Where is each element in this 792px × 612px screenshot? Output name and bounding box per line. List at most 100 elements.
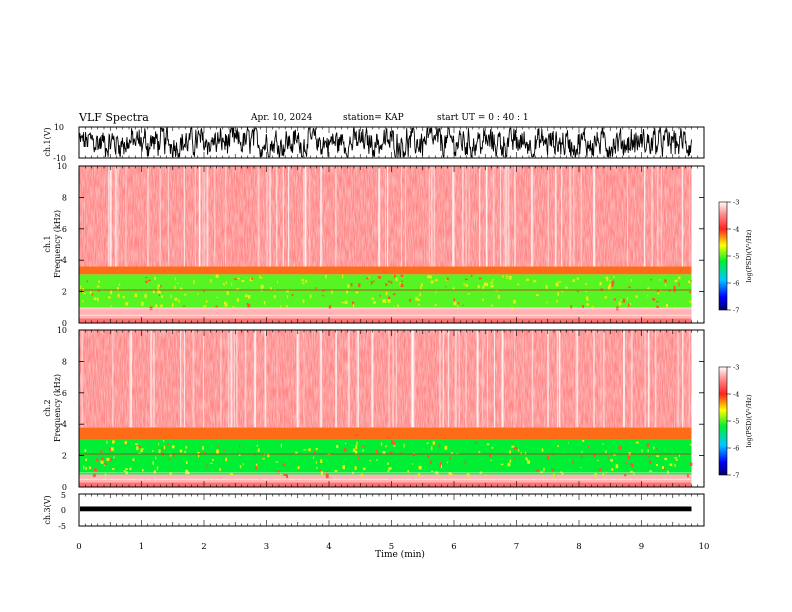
spectral-fleck — [161, 446, 163, 451]
spectral-streak — [152, 330, 155, 428]
spectral-fleck — [358, 283, 361, 288]
spectral-streak — [114, 166, 117, 267]
spectral-streak — [400, 166, 402, 267]
spectral-fleck — [688, 280, 691, 284]
spectral-fleck — [656, 455, 659, 457]
date-label: Apr. 10, 2024 — [251, 113, 313, 123]
spectral-fleck — [641, 449, 643, 453]
spectral-fleck — [153, 470, 156, 474]
spectral-fleck — [251, 278, 254, 280]
spectral-fleck — [394, 274, 396, 278]
spectral-fleck — [341, 302, 345, 304]
spectral-fleck — [100, 460, 104, 464]
spectral-streak — [576, 330, 579, 428]
spectral-fleck — [263, 301, 266, 305]
spectral-fleck — [611, 468, 614, 471]
spectral-fleck — [452, 287, 455, 290]
spectral-fleck — [369, 460, 372, 462]
spectral-fleck — [657, 291, 659, 295]
spectral-fleck — [118, 283, 121, 286]
spectral-fleck — [393, 306, 396, 309]
spectral-fleck — [616, 306, 619, 311]
spectral-fleck — [302, 299, 305, 304]
spectral-streak — [214, 166, 216, 267]
spectral-fleck — [186, 461, 188, 464]
spectral-fleck — [361, 445, 365, 447]
spectral-fleck — [605, 450, 607, 453]
spectral-fleck — [322, 289, 325, 292]
spectral-fleck — [236, 288, 240, 290]
spectral-fleck — [585, 283, 587, 285]
spectral-fleck — [362, 449, 364, 452]
spectral-fleck — [387, 462, 389, 465]
spectral-streak — [405, 166, 407, 267]
spectral-fleck — [140, 448, 143, 452]
spectral-streak — [530, 166, 533, 267]
spectral-streak — [387, 166, 389, 267]
spectral-streak — [485, 166, 488, 267]
spectral-streak — [580, 166, 582, 267]
spectral-fleck — [219, 468, 221, 471]
spectral-fleck — [155, 304, 158, 308]
spectral-streak — [129, 330, 131, 428]
spectral-fleck — [664, 457, 668, 461]
spectral-fleck — [157, 288, 160, 291]
spectral-streak — [411, 330, 414, 428]
spec1-ytick-label: 0 — [62, 319, 67, 328]
spectral-fleck — [286, 304, 288, 309]
spectral-fleck — [664, 279, 667, 283]
spectral-streak — [320, 330, 323, 428]
ch2-colorbar-label: log(PSD)(V²/Hz) — [745, 394, 753, 447]
spectral-fleck — [160, 305, 163, 308]
spectral-fleck — [418, 465, 422, 470]
spectral-streak — [227, 330, 230, 428]
time-tick-label: 5 — [389, 542, 394, 552]
spectral-fleck — [418, 303, 420, 306]
spectral-fleck — [352, 303, 355, 307]
spectral-fleck — [261, 277, 263, 279]
spectral-fleck — [247, 303, 251, 308]
spectral-streak — [428, 166, 431, 267]
spectral-fleck — [580, 467, 582, 469]
spectral-streak — [181, 330, 183, 428]
spectral-fleck — [400, 451, 403, 455]
spectral-fleck — [393, 441, 396, 446]
spectral-fleck — [174, 277, 176, 281]
spectral-streak — [681, 166, 684, 267]
spectral-fleck — [117, 293, 120, 298]
spectral-fleck — [390, 451, 393, 455]
spectral-fleck — [124, 440, 127, 445]
spectral-fleck — [535, 294, 539, 297]
spectral-fleck — [648, 456, 650, 458]
spectral-fleck — [85, 467, 87, 471]
spectral-fleck — [375, 459, 378, 461]
spectral-streak — [347, 330, 350, 428]
spectral-fleck — [166, 443, 169, 445]
spectral-streak — [482, 330, 484, 428]
spectral-fleck — [656, 301, 659, 303]
spectral-fleck — [438, 443, 440, 448]
spectral-fleck — [490, 281, 493, 285]
spectral-fleck — [509, 459, 512, 463]
spectral-fleck — [576, 277, 579, 280]
spectral-fleck — [98, 280, 100, 283]
spectral-fleck — [511, 306, 514, 311]
spectral-fleck — [513, 299, 516, 304]
spectral-streak — [168, 166, 169, 267]
spectral-fleck — [110, 290, 113, 295]
spectral-streak — [385, 166, 386, 267]
spectral-fleck — [622, 298, 626, 303]
spectral-fleck — [223, 283, 225, 286]
spectral-streak — [159, 166, 161, 267]
spectral-fleck — [360, 473, 363, 477]
spectral-fleck — [86, 280, 88, 283]
spectral-fleck — [320, 459, 323, 463]
spectral-streak — [357, 330, 359, 428]
spectral-fleck — [533, 280, 537, 283]
chart-title: VLF Spectra — [79, 111, 149, 124]
spectral-fleck — [169, 472, 172, 476]
spectral-fleck — [420, 283, 423, 287]
time-tick-label: 0 — [76, 542, 81, 552]
spectral-fleck — [674, 463, 676, 467]
spectral-fleck — [255, 463, 258, 468]
